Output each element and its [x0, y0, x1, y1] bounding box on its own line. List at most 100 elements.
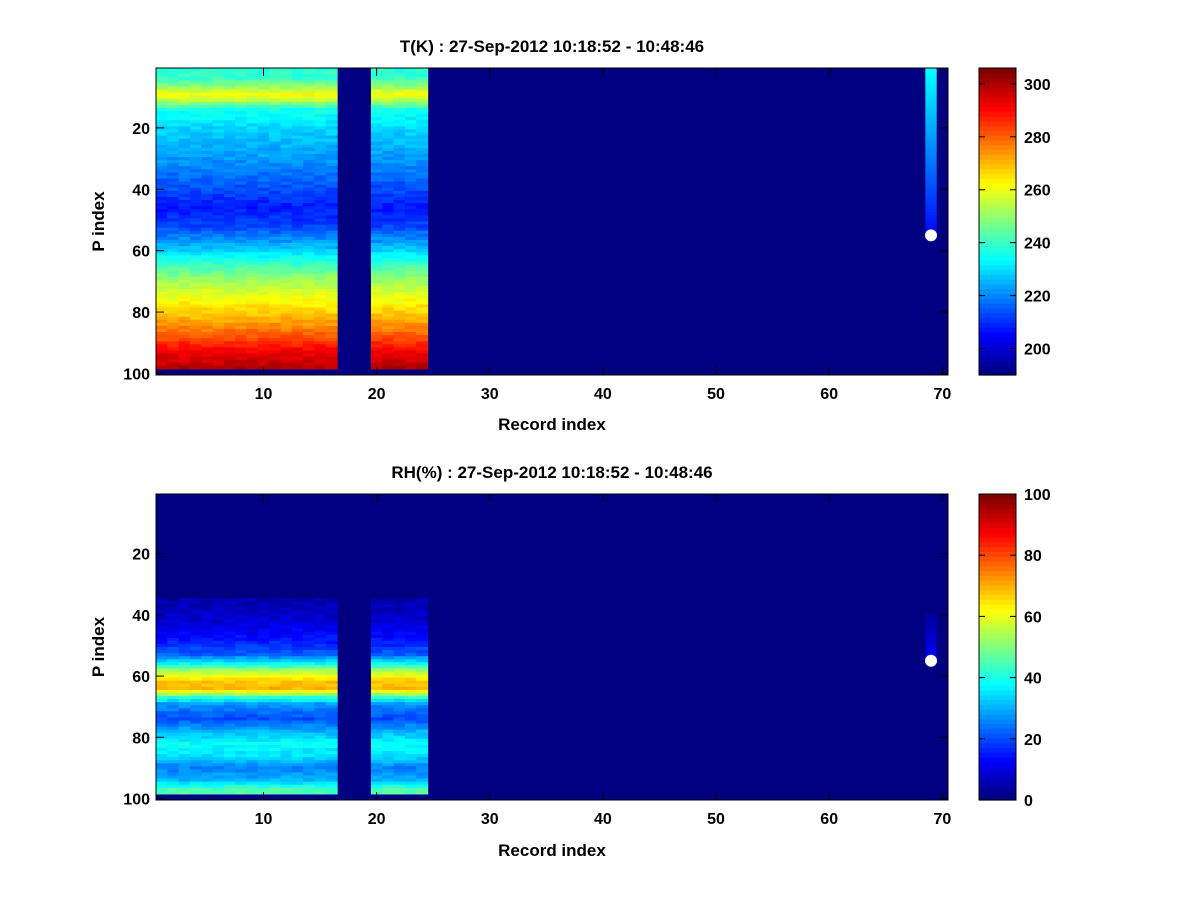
heatmap-cell [156, 598, 168, 602]
heatmap-cell [280, 647, 293, 651]
heatmap-cell [416, 613, 429, 617]
heatmap-cell [404, 295, 417, 299]
heatmap-cell [235, 110, 248, 115]
heatmap-cell [404, 215, 417, 220]
heatmap-cell [314, 163, 327, 167]
heatmap-cell [393, 356, 406, 361]
heatmap-cell [156, 285, 168, 290]
heatmap-cell [382, 781, 395, 786]
heatmap-cell [178, 147, 191, 152]
heatmap-cell [382, 157, 395, 161]
heatmap-cell [314, 304, 327, 309]
colorbar-swatch [979, 513, 1016, 519]
heatmap-cell [370, 117, 383, 121]
heatmap-cell [291, 120, 304, 124]
heatmap-cell [269, 267, 282, 272]
heatmap-cell [393, 766, 406, 770]
heatmap-cell [201, 729, 214, 734]
heatmap-cell [246, 625, 259, 630]
heatmap-cell [212, 319, 225, 324]
heatmap-cell [314, 677, 327, 682]
heatmap-cell [156, 668, 168, 673]
heatmap-cell [246, 714, 259, 718]
colorbar-swatch [979, 72, 1016, 79]
heatmap-cell [370, 653, 383, 657]
heatmap-cell [925, 157, 937, 161]
heatmap-cell [212, 218, 225, 223]
heatmap-cell [393, 772, 406, 777]
heatmap-cell [257, 236, 270, 241]
heatmap-cell [393, 784, 406, 789]
heatmap-cell [212, 126, 225, 130]
heatmap-cell [167, 790, 180, 795]
heatmap-cell [393, 181, 406, 186]
heatmap-cell [280, 362, 293, 367]
heatmap-cell [291, 325, 304, 330]
heatmap-cell [223, 769, 236, 774]
heatmap-cell [280, 144, 293, 149]
heatmap-cell [246, 347, 259, 352]
heatmap-cell [189, 135, 202, 140]
heatmap-cell [246, 717, 259, 722]
heatmap-cell [291, 674, 304, 679]
heatmap-cell [416, 313, 429, 318]
heatmap-cell [167, 200, 180, 204]
heatmap-cell [303, 711, 315, 715]
heatmap-cell [201, 246, 214, 250]
heatmap-cell [393, 89, 406, 94]
heatmap-cell [291, 92, 304, 97]
heatmap-cell [178, 92, 191, 97]
heatmap-cell [280, 178, 293, 183]
heatmap-cell [178, 647, 191, 651]
heatmap-cell [325, 110, 338, 115]
heatmap-cell [235, 365, 248, 370]
heatmap-cell [269, 295, 282, 299]
heatmap-cell [291, 699, 304, 703]
heatmap-cell [178, 723, 191, 728]
heatmap-cell [178, 301, 191, 305]
heatmap-cell [212, 203, 225, 207]
heatmap-cell [156, 738, 168, 743]
heatmap-cell [246, 747, 259, 752]
heatmap-cell [393, 184, 406, 189]
heatmap-cell [416, 230, 429, 235]
heatmap-cell [370, 246, 383, 250]
heatmap-cell [303, 295, 315, 299]
heatmap-cell [370, 775, 383, 780]
heatmap-cell [291, 86, 304, 91]
heatmap-cell [393, 729, 406, 734]
heatmap-cell [382, 246, 395, 250]
heatmap-cell [416, 120, 429, 124]
heatmap-cell [291, 640, 304, 645]
heatmap-cell [314, 720, 327, 725]
heatmap-cell [404, 310, 417, 315]
heatmap-cell [257, 295, 270, 299]
heatmap-cell [156, 92, 168, 97]
heatmap-cell [303, 292, 315, 296]
heatmap-cell [303, 160, 315, 164]
heatmap-cell [257, 659, 270, 663]
heatmap-cell [303, 187, 315, 192]
heatmap-cell [189, 83, 202, 88]
heatmap-cell [314, 166, 327, 170]
heatmap-cell [156, 729, 168, 734]
heatmap-cell [291, 787, 304, 792]
heatmap-cell [291, 172, 304, 177]
heatmap-cell [212, 107, 225, 112]
heatmap-cell [370, 135, 383, 140]
heatmap-cell [404, 276, 417, 281]
heatmap-cell [404, 92, 417, 97]
heatmap-cell [178, 726, 191, 731]
heatmap-cell [201, 325, 214, 330]
heatmap-cell [235, 619, 248, 624]
heatmap-cell [925, 178, 937, 183]
heatmap-cell [235, 341, 248, 345]
y-tick-label: 40 [132, 608, 150, 625]
heatmap-cell [257, 625, 270, 630]
heatmap-cell [382, 705, 395, 709]
x-tick-label: 40 [594, 811, 612, 828]
heatmap-cell [416, 359, 429, 364]
heatmap-cell [212, 322, 225, 327]
heatmap-cell [314, 138, 327, 143]
heatmap-cell [303, 242, 315, 247]
